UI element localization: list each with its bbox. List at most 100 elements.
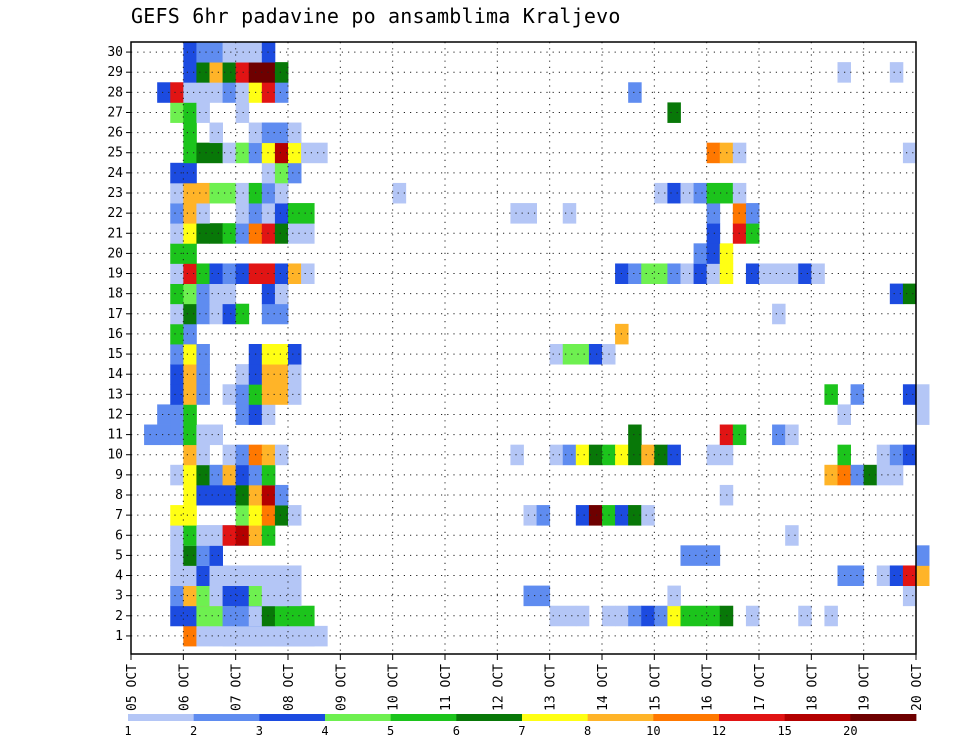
heatmap-cell [288, 203, 315, 224]
heatmap-cell [288, 122, 302, 144]
heatmap-cell [916, 565, 930, 586]
heatmap-cell [536, 505, 551, 526]
heatmap-cell [196, 364, 210, 385]
heatmap-cell [588, 444, 603, 466]
y-tick-label: 12 [107, 407, 123, 422]
heatmap-cell [889, 464, 904, 486]
colorbar-label: 10 [646, 724, 660, 738]
heatmap-cell [183, 344, 197, 365]
y-tick-label: 7 [115, 508, 123, 523]
heatmap-cell [209, 182, 237, 204]
heatmap-cell [183, 203, 197, 224]
heatmap-cell [274, 223, 289, 244]
heatmap-cell [772, 303, 786, 325]
heatmap-cell [235, 182, 250, 204]
heatmap-cell [667, 182, 681, 204]
colorbar-swatch [587, 714, 654, 721]
heatmap-cell [170, 223, 184, 244]
heatmap-cell [209, 62, 223, 83]
colorbar-label: 7 [518, 724, 525, 738]
heatmap-cell [170, 605, 184, 627]
heatmap-cell [183, 525, 197, 546]
heatmap-cell [196, 625, 210, 647]
colorbar-label: 4 [321, 724, 328, 738]
heatmap-cell [549, 444, 564, 466]
heatmap-cell [274, 182, 289, 204]
y-tick-label: 24 [107, 166, 123, 181]
heatmap-cell [170, 162, 184, 184]
heatmap-cell [628, 444, 642, 466]
y-tick-label: 2 [115, 609, 123, 624]
heatmap-cell [196, 605, 210, 627]
heatmap-cell [301, 142, 328, 164]
heatmap-cell [876, 464, 891, 486]
heatmap-cell [288, 344, 302, 365]
heatmap-cell [235, 62, 250, 83]
heatmap-cell [209, 122, 223, 144]
heatmap-cell [772, 424, 786, 446]
x-tick-label: 07 OCT [230, 664, 245, 711]
heatmap-cell [798, 605, 812, 627]
heatmap-cell [680, 605, 721, 627]
heatmap-cell [916, 404, 930, 425]
heatmap-cell [196, 545, 210, 566]
heatmap-cell [261, 344, 289, 365]
heatmap-cell [274, 484, 289, 506]
heatmap-cell [693, 182, 708, 204]
heatmap-cell [196, 344, 210, 365]
heatmap-cell [235, 263, 250, 284]
chart-title: GEFS 6hr padavine po ansamblima Kraljevo [131, 4, 621, 28]
heatmap-cell [902, 565, 917, 586]
heatmap-cell [209, 464, 223, 486]
heatmap-cell [183, 182, 210, 204]
heatmap-cell [654, 605, 668, 627]
heatmap-cell [274, 203, 289, 224]
x-tick-label: 05 OCT [125, 664, 140, 711]
heatmap-cell [196, 384, 210, 405]
heatmap-cell [641, 444, 655, 466]
heatmap-cell [667, 585, 681, 607]
heatmap-cell [196, 223, 210, 244]
heatmap-cell [693, 243, 708, 264]
y-tick-label: 5 [115, 548, 123, 563]
y-tick-label: 23 [107, 186, 123, 201]
heatmap-cell [706, 142, 721, 164]
y-axis: 1234567891011121314151617181920212223242… [107, 45, 131, 644]
colorbar: 1 2 3 4 5 6 7 8 10 12 15 20 [124, 714, 917, 738]
heatmap-cell [667, 605, 681, 627]
y-tick-label: 8 [115, 488, 123, 503]
heatmap-cell [170, 283, 184, 305]
plot-frame [130, 41, 917, 655]
heatmap-cell [183, 505, 197, 526]
colorbar-label: 3 [256, 724, 263, 738]
heatmap-cell [680, 182, 694, 204]
heatmap-cell [196, 263, 210, 284]
heatmap-cell [288, 625, 302, 647]
heatmap-cell [196, 283, 210, 305]
colorbar-label: 1 [124, 724, 131, 738]
gridlines [131, 42, 916, 654]
heatmap-cell [183, 122, 197, 144]
heatmap-cell [196, 62, 210, 83]
heatmap-cell [196, 303, 210, 325]
heatmap-cell [183, 404, 197, 425]
heatmap-cell [274, 605, 315, 627]
heatmap-cell [235, 404, 250, 425]
heatmap-cell [170, 203, 184, 224]
heatmap-cell [196, 203, 210, 224]
heatmap-cell [222, 384, 237, 405]
heatmap-cell [222, 142, 237, 164]
heatmap-cell [288, 142, 302, 164]
heatmap-cell [274, 142, 289, 164]
colorbar-label: 12 [712, 724, 726, 738]
heatmap-cell [209, 605, 223, 627]
heatmap-cell [235, 384, 250, 405]
x-tick-label: 15 OCT [648, 664, 663, 711]
heatmap-cell [222, 223, 237, 244]
heatmap-cell [170, 102, 184, 123]
heatmap-cell [183, 464, 197, 486]
y-tick-label: 1 [115, 629, 123, 644]
y-tick-label: 21 [107, 226, 123, 241]
colorbar-swatch [719, 714, 786, 721]
heatmap-cell [916, 545, 930, 566]
